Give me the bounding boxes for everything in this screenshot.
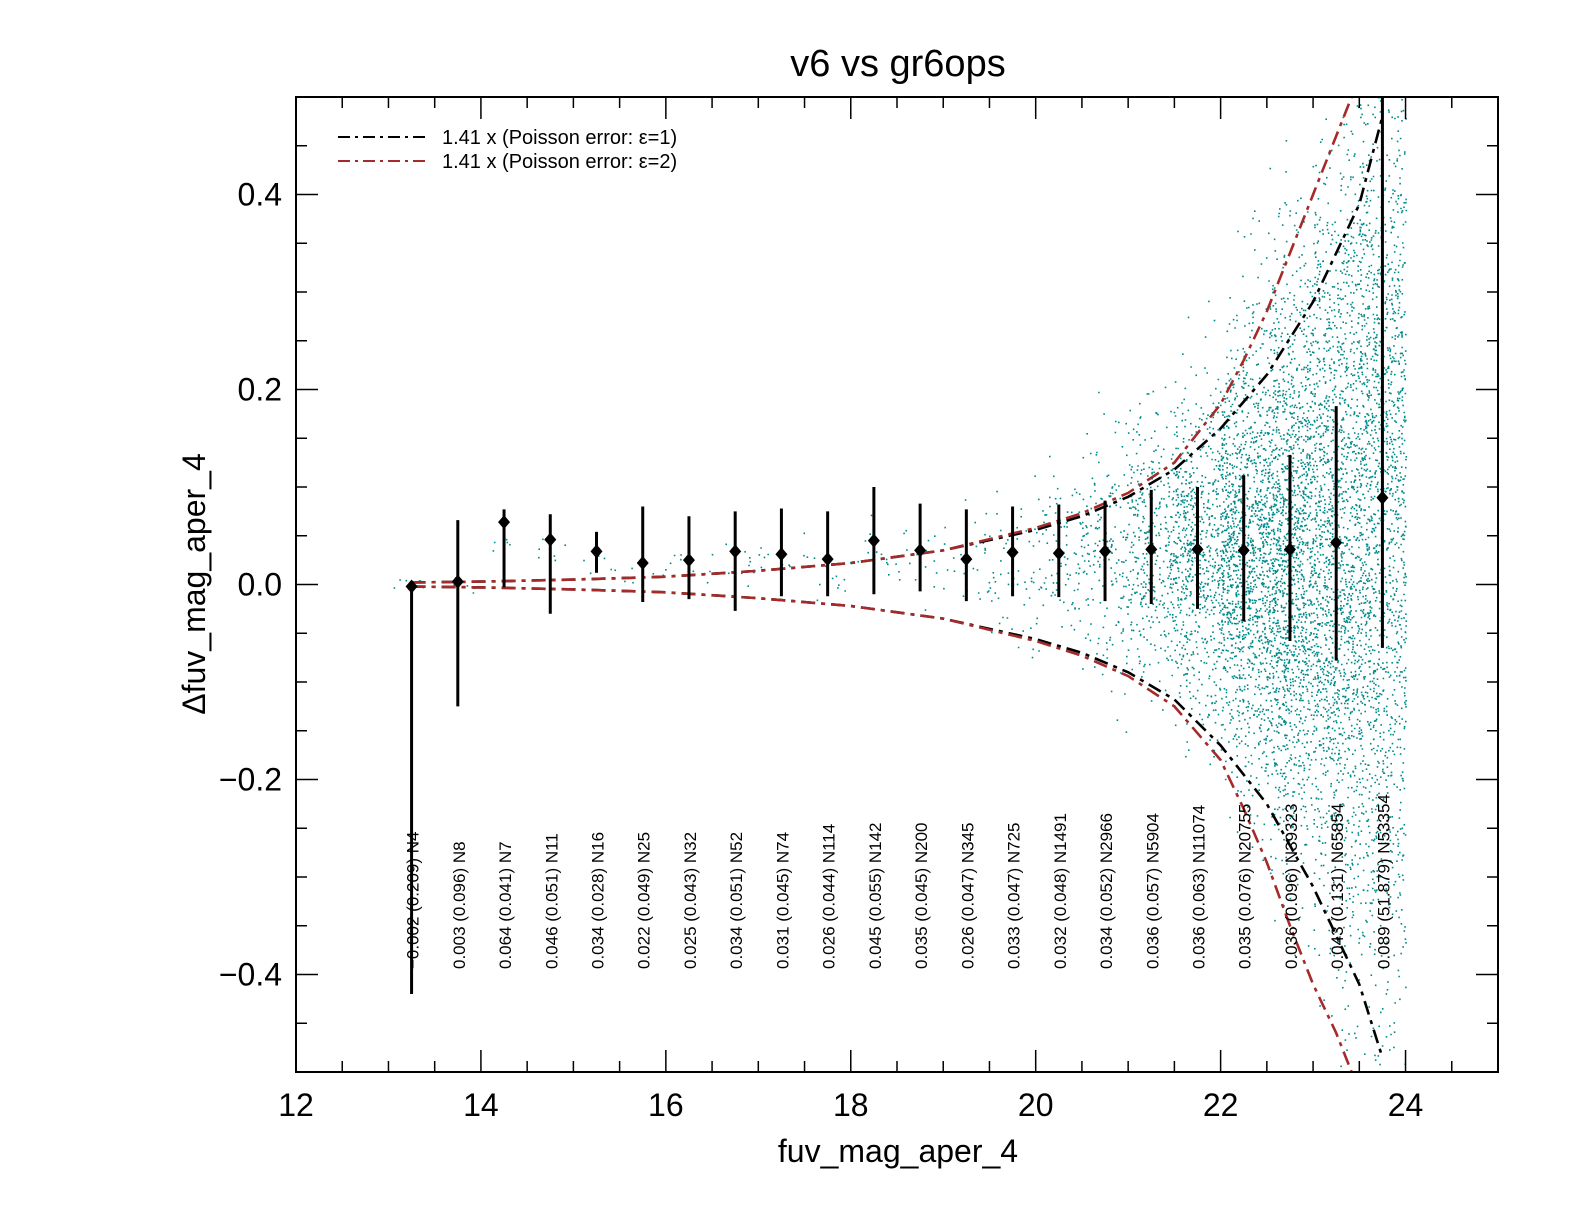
y-tick-label: −0.2 [219, 762, 282, 798]
bin-label: 0.064 (0.041) N7 [496, 841, 515, 969]
bin-mean-marker [1006, 545, 1019, 560]
bin-mean-marker [682, 553, 695, 568]
bin-label: 0.046 (0.051) N11 [542, 833, 561, 969]
bin-mean-marker [1237, 543, 1250, 558]
bin-mean-marker [914, 543, 927, 558]
y-tick-label: −0.4 [219, 957, 282, 993]
bin-mean-marker [821, 552, 834, 567]
y-axis-label: Δfuv_mag_aper_4 [176, 453, 212, 715]
bin-label: 0.036 (0.096) N39323 [1282, 804, 1301, 969]
bin-label: 0.025 (0.043) N32 [681, 832, 700, 969]
x-tick-label: 20 [1018, 1087, 1054, 1123]
bin-label: 0.026 (0.044) N114 [820, 824, 839, 969]
bin-mean-marker [451, 574, 464, 589]
bin-label: 0.045 (0.055) N142 [866, 823, 885, 970]
bin-label: 0.089 (51.879) N53354 [1374, 794, 1393, 969]
bin-mean-marker [960, 552, 973, 567]
y-tick-label: 0.0 [238, 567, 282, 603]
poisson-eps2-lower [411, 585, 1353, 1072]
x-tick-label: 14 [463, 1087, 499, 1123]
bin-label: 0.035 (0.045) N200 [912, 823, 931, 970]
legend-label-eps2: 1.41 x (Poisson error: ε=2) [442, 151, 677, 173]
x-tick-label: 16 [648, 1087, 684, 1123]
poisson-eps1-upper [411, 116, 1384, 584]
y-tick-label: 0.4 [238, 177, 282, 213]
y-axis: −0.4 −0.2 0.0 0.2 0.4 [219, 96, 1498, 1073]
bin-mean-marker [1283, 542, 1296, 557]
bin-label: 0.034 (0.051) N52 [727, 832, 746, 969]
bin-mean-marker [1099, 544, 1112, 559]
bin-mean-marker [1376, 490, 1389, 505]
bin-mean-marker [498, 515, 511, 530]
bin-label: 0.043 (0.131) N65854 [1328, 804, 1347, 969]
bin-mean-marker [1330, 535, 1343, 550]
bin-mean-marker [775, 547, 788, 562]
bin-mean-marker [636, 556, 649, 571]
bin-label: 0.035 (0.076) N20755 [1236, 804, 1255, 969]
bin-label: −0.002 (0.209) N4 [404, 831, 423, 969]
x-tick-label: 18 [833, 1087, 869, 1123]
x-tick-label: 12 [278, 1087, 314, 1123]
scatter-points [393, 97, 1408, 1068]
legend: 1.41 x (Poisson error: ε=1) 1.41 x (Pois… [338, 127, 677, 173]
x-tick-label: 22 [1203, 1087, 1239, 1123]
bin-label: 0.003 (0.096) N8 [450, 841, 469, 969]
bin-mean-marker [1052, 546, 1065, 561]
bin-mean-marker [590, 544, 603, 559]
bin-mean-marker [1145, 542, 1158, 557]
bin-label: 0.036 (0.063) N11074 [1190, 805, 1209, 969]
y-tick-label: 0.2 [238, 372, 282, 408]
bin-label: 0.034 (0.028) N16 [589, 832, 608, 969]
bin-mean-marker [867, 533, 880, 548]
x-axis-label: fuv_mag_aper_4 [778, 1133, 1018, 1169]
bin-labels: −0.002 (0.209) N4 0.003 (0.096) N8 0.064 (… [404, 794, 1394, 969]
bin-label: 0.033 (0.047) N725 [1005, 823, 1024, 970]
bin-label: 0.022 (0.049) N25 [635, 832, 654, 969]
bin-label: 0.026 (0.047) N345 [958, 822, 977, 969]
bin-mean-marker [1191, 542, 1204, 557]
x-axis: 12 14 16 18 20 22 24 [278, 97, 1499, 1123]
bin-label: 0.036 (0.057) N5904 [1143, 813, 1162, 969]
bin-mean-marker [405, 579, 418, 594]
x-tick-label: 24 [1388, 1087, 1424, 1123]
bin-mean-marker [544, 532, 557, 547]
bin-label: 0.034 (0.052) N2966 [1097, 813, 1116, 969]
chart-title: v6 vs gr6ops [790, 43, 1005, 85]
bin-label: 0.031 (0.045) N74 [773, 832, 792, 969]
bin-mean-marker [729, 544, 742, 559]
binned-errorbars [405, 97, 1389, 994]
poisson-eps1-lower [411, 585, 1384, 1058]
legend-label-eps1: 1.41 x (Poisson error: ε=1) [442, 127, 677, 149]
bin-label: 0.032 (0.048) N1491 [1051, 813, 1070, 969]
scatter-dots [393, 97, 1408, 1068]
